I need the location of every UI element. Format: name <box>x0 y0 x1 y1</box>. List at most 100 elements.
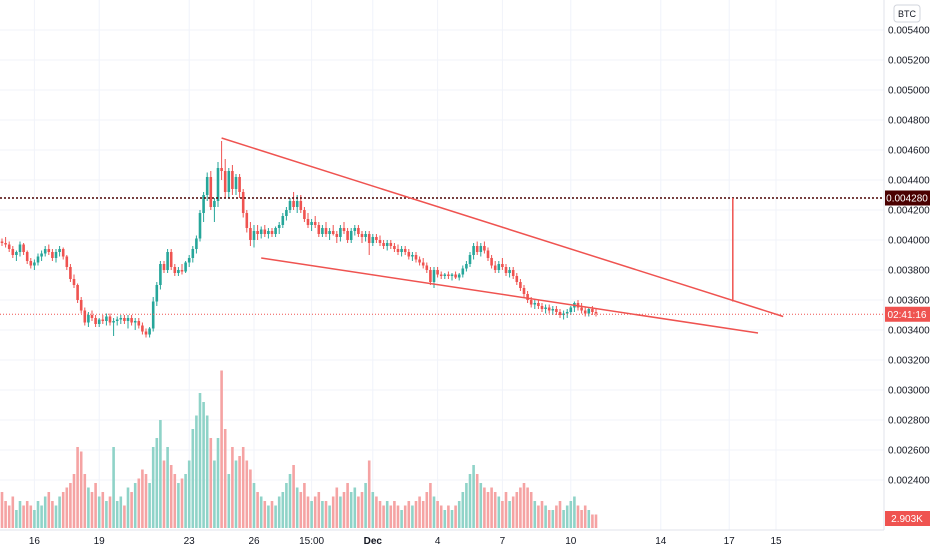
volume-bar <box>130 492 133 528</box>
volume-bar <box>270 501 274 528</box>
candle <box>533 300 537 309</box>
candle <box>393 243 396 252</box>
candle-body <box>33 262 36 266</box>
y-tick-label: 0.003000 <box>888 386 930 397</box>
candle <box>364 231 367 242</box>
candle-body <box>90 315 94 318</box>
candle-body <box>353 228 357 231</box>
candle-body <box>263 229 267 234</box>
volume-bar <box>551 510 555 528</box>
volume-bar <box>357 496 360 528</box>
volume-label: 2.903K <box>891 514 923 525</box>
candle <box>141 322 144 335</box>
candle-body <box>479 246 483 252</box>
volume-bar <box>101 492 105 528</box>
candle-body <box>382 243 385 246</box>
candle-body <box>285 210 288 216</box>
volume-bar <box>144 474 148 528</box>
volume-bar <box>367 460 371 528</box>
candle-body <box>360 234 364 237</box>
volume-bar <box>213 460 216 528</box>
candle <box>144 328 148 338</box>
candle <box>43 246 47 257</box>
candle-body <box>425 265 429 270</box>
candle-body <box>317 225 321 234</box>
candle <box>231 165 234 195</box>
volume-bar <box>418 496 421 528</box>
candle-body <box>450 274 454 276</box>
candle <box>389 240 393 249</box>
candle-body <box>202 195 205 213</box>
volume-bar <box>123 505 126 528</box>
candle <box>29 258 33 269</box>
candle-body <box>295 201 299 207</box>
candle <box>313 216 317 228</box>
time-axis[interactable]: 16 19 23 26 15:00 Dec 4 7 10 14 17 15 <box>0 529 932 550</box>
candle <box>223 159 227 198</box>
countdown-label: 02:41:16 <box>888 310 927 321</box>
x-tick-label: 7 <box>500 536 506 547</box>
price-axis[interactable]: 0.005400 0.005200 0.005000 0.004800 0.004600… <box>883 0 932 550</box>
candle <box>324 222 328 237</box>
volume-bar <box>0 492 4 528</box>
volume-bar <box>493 492 497 528</box>
resistance-price-label: 0.004280 <box>886 194 928 205</box>
volume-bar <box>7 505 11 528</box>
candle <box>540 303 544 312</box>
volume-bar <box>371 492 375 528</box>
candle-body <box>112 321 115 323</box>
candle <box>115 316 119 326</box>
volume-bar <box>529 492 533 528</box>
currency-button[interactable]: BTC <box>893 4 921 23</box>
volume-bar <box>249 469 252 528</box>
volume-bar <box>447 505 450 528</box>
candle <box>241 189 245 218</box>
candle-body <box>58 249 61 252</box>
volume-bar <box>353 487 357 528</box>
volume-bar <box>432 496 436 528</box>
y-tick-label: 0.004000 <box>888 236 930 247</box>
candle <box>216 162 220 207</box>
y-tick-label: 0.005000 <box>888 86 930 97</box>
candle-body <box>144 331 148 335</box>
countdown-badge: 02:41:16 <box>885 306 930 322</box>
candle <box>166 249 169 273</box>
candle <box>184 261 187 273</box>
candle <box>101 315 105 324</box>
candle <box>123 315 126 324</box>
candle-body <box>259 229 263 234</box>
candle-body <box>447 274 450 276</box>
candle <box>40 250 43 261</box>
candle-body <box>378 240 382 243</box>
volume-bar <box>65 487 69 528</box>
volume-bar <box>277 496 281 528</box>
candle-body <box>346 231 349 240</box>
candle <box>587 307 591 317</box>
candle-body <box>22 244 25 252</box>
candle <box>249 222 252 246</box>
volume-bar <box>288 474 292 528</box>
candle-body <box>486 250 490 258</box>
candle <box>205 172 209 201</box>
volume-bar <box>72 474 76 528</box>
volume-bar <box>360 492 364 528</box>
y-tick-label: 0.002800 <box>888 416 930 427</box>
candle-body <box>472 246 475 255</box>
volume-bar <box>4 501 7 528</box>
candle-body <box>375 237 378 240</box>
candle <box>227 168 231 198</box>
candle-body <box>205 177 209 195</box>
volume-bar <box>241 447 245 528</box>
candle-body <box>29 261 33 266</box>
volume-bar <box>76 447 79 528</box>
candle-body <box>277 225 281 228</box>
candle-body <box>411 255 414 257</box>
candle <box>357 225 360 237</box>
pattern-overlay[interactable] <box>0 137 884 334</box>
candle-body <box>195 238 198 249</box>
candle-body <box>40 253 43 257</box>
candle <box>58 246 61 257</box>
volume-bar <box>461 492 465 528</box>
candle <box>421 258 425 269</box>
